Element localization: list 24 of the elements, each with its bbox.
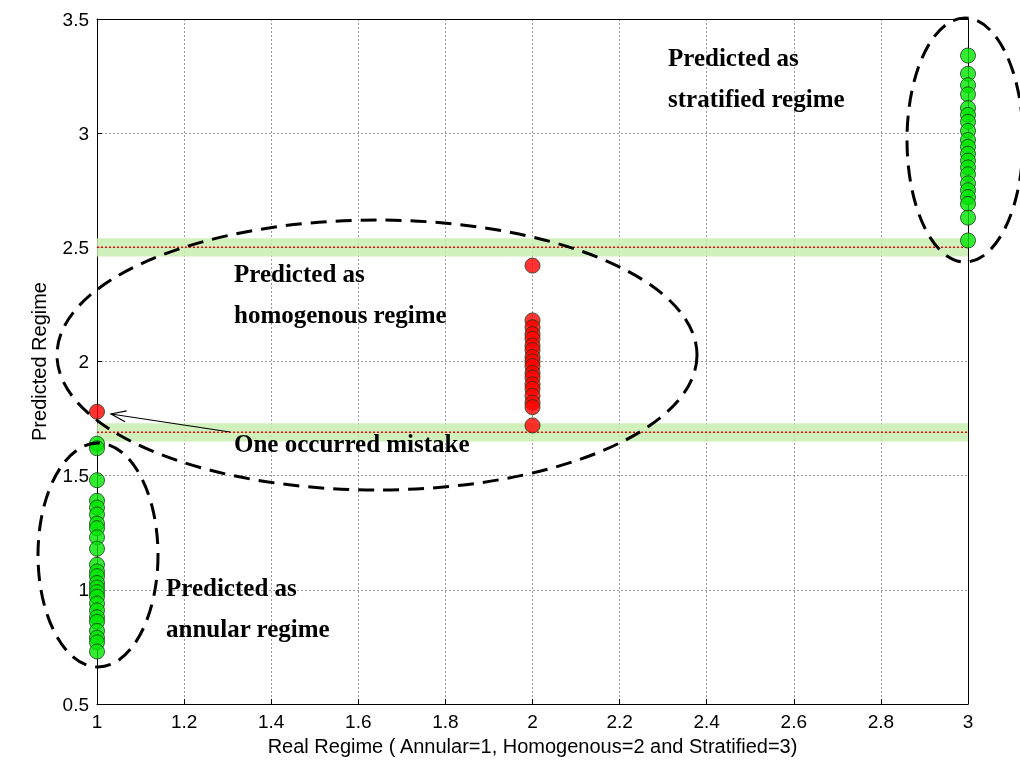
annotation: Predicted as stratified regime <box>668 44 845 112</box>
x-tick-label: 2.2 <box>606 711 633 732</box>
x-tick-label: 2.8 <box>867 711 895 732</box>
x-tick-label: 1 <box>91 711 103 732</box>
annotation: Predicted as annular regime <box>166 574 330 642</box>
y-tick-label: 0.5 <box>62 693 89 715</box>
annotation: One occurred mistake <box>234 430 470 457</box>
x-tick-label: 3 <box>962 711 974 732</box>
y-tick-label: 2 <box>78 351 89 372</box>
x-axis-title: Real Regime ( Annular=1, Homogenous=2 and Stratified=3) <box>267 735 798 757</box>
x-tick-label: 1.8 <box>432 711 459 732</box>
y-tick-label: 1.5 <box>62 465 89 487</box>
y-axis-title: Predicted Regime <box>28 282 50 441</box>
y-tick-label: 3.5 <box>62 8 89 30</box>
y-tick-label: 1 <box>78 579 89 601</box>
x-tick-label: 1.6 <box>345 711 372 732</box>
y-tick-label: 3 <box>78 122 89 144</box>
x-tick-label: 2 <box>527 711 538 732</box>
x-tick-label: 2.4 <box>693 711 721 732</box>
x-tick-label: 1.4 <box>257 711 285 732</box>
annotation: Predicted as homogenous regime <box>234 260 447 328</box>
x-tick-label: 2.6 <box>780 711 808 732</box>
y-tick-label: 2.5 <box>62 236 89 258</box>
x-tick-label: 1.2 <box>170 711 198 732</box>
